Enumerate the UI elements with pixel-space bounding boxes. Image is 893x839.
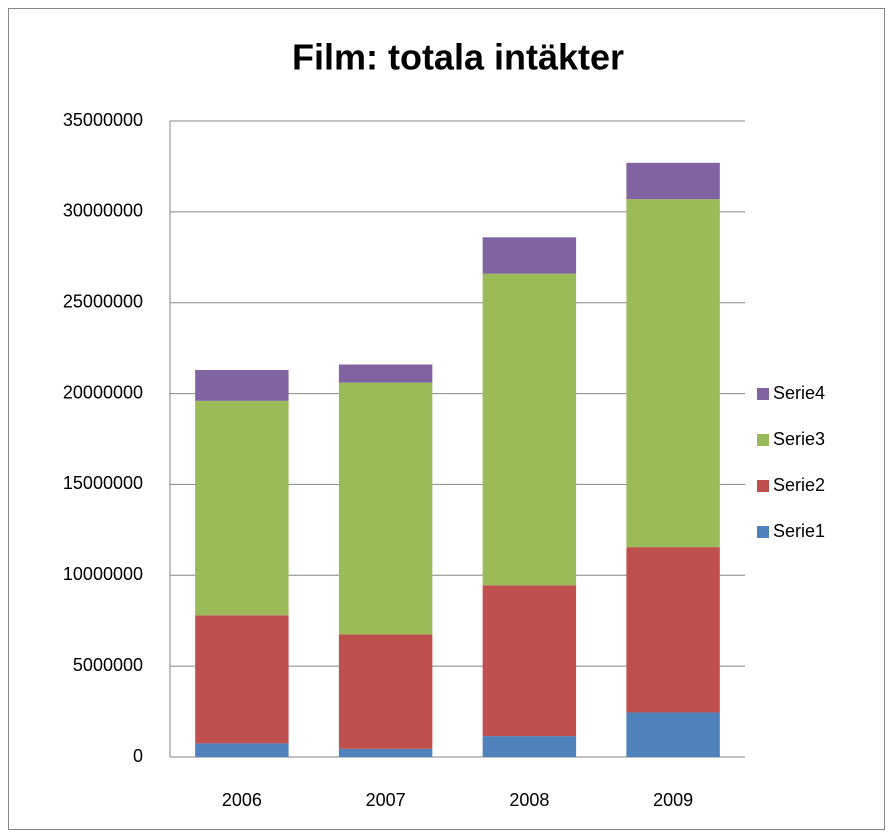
y-tick-label: 15000000 (63, 473, 143, 493)
bar-segment (195, 400, 289, 616)
bar-segment (338, 364, 433, 383)
legend-swatch (757, 526, 769, 538)
bar-segment (626, 162, 720, 200)
x-tick-label: 2006 (222, 790, 262, 810)
y-tick-label: 0 (133, 746, 143, 766)
y-tick-label: 20000000 (63, 382, 143, 402)
bar-segment (195, 615, 289, 744)
bar-segment (482, 273, 577, 586)
bar-segment (195, 743, 289, 757)
legend-label: Serie3 (773, 429, 825, 449)
bar-segment (338, 382, 433, 635)
legend-label: Serie1 (773, 521, 825, 541)
bar-segment (626, 199, 720, 548)
y-tick-label: 35000000 (63, 110, 143, 130)
y-tick-label: 30000000 (63, 201, 143, 221)
bar-segment (338, 748, 433, 757)
bar-segment (338, 634, 433, 749)
legend-label: Serie2 (773, 475, 825, 495)
legend-swatch (757, 388, 769, 400)
bar-segment (626, 547, 720, 713)
x-tick-label: 2008 (509, 790, 549, 810)
y-tick-label: 5000000 (73, 655, 143, 675)
bar-segment (482, 585, 577, 737)
x-tick-label: 2009 (653, 790, 693, 810)
bar-segment (482, 237, 577, 274)
legend-swatch (757, 480, 769, 492)
y-tick-label: 25000000 (63, 291, 143, 311)
y-tick-label: 10000000 (63, 564, 143, 584)
x-tick-label: 2007 (366, 790, 406, 810)
bar-segment (195, 369, 289, 401)
chart-title: Film: totala intäkter (292, 37, 624, 78)
bar-segment (482, 736, 577, 757)
legend-label: Serie4 (773, 383, 825, 403)
legend-swatch (757, 434, 769, 446)
chart-border (8, 8, 885, 830)
bar-segment (626, 712, 720, 757)
